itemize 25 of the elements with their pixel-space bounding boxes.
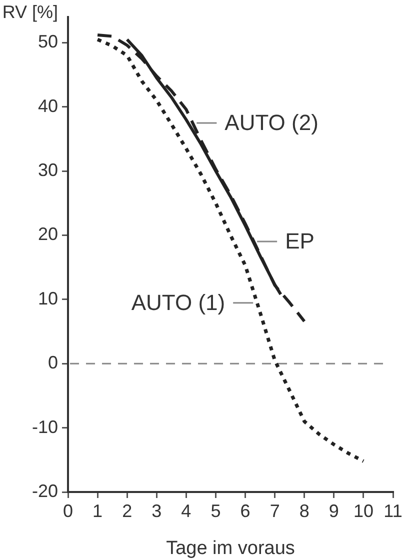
x-tick-label: 7 xyxy=(270,500,280,521)
y-tick-label: 50 xyxy=(38,32,58,52)
x-tick-label: 10 xyxy=(353,500,374,521)
x-tick-label: 1 xyxy=(92,500,103,521)
x-axis-title: Tage im voraus xyxy=(166,538,295,559)
series-label: AUTO (2) xyxy=(224,110,318,136)
x-tick-label: 9 xyxy=(328,500,339,521)
x-tick-label: 2 xyxy=(122,500,132,521)
x-tick-label: 11 xyxy=(384,500,402,521)
y-axis-title: RV [%] xyxy=(2,2,58,22)
y-tick-label: 40 xyxy=(38,96,58,116)
y-tick-label: 30 xyxy=(38,160,58,180)
y-tick-label: 20 xyxy=(38,224,58,244)
y-tick-label: -10 xyxy=(32,416,58,437)
series-label: AUTO (1) xyxy=(131,290,226,315)
y-tick-label: 10 xyxy=(38,288,58,308)
x-tick-label: 6 xyxy=(240,500,250,521)
y-tick-label: 0 xyxy=(48,352,58,373)
x-tick-label: 0 xyxy=(62,500,74,521)
x-tick-label: 4 xyxy=(181,500,192,521)
series-label: EP xyxy=(285,228,314,254)
x-tick-label: 5 xyxy=(210,500,221,521)
x-tick-label: 8 xyxy=(299,500,310,521)
x-tick-label: 3 xyxy=(152,500,162,521)
y-tick-label: -20 xyxy=(32,480,58,501)
